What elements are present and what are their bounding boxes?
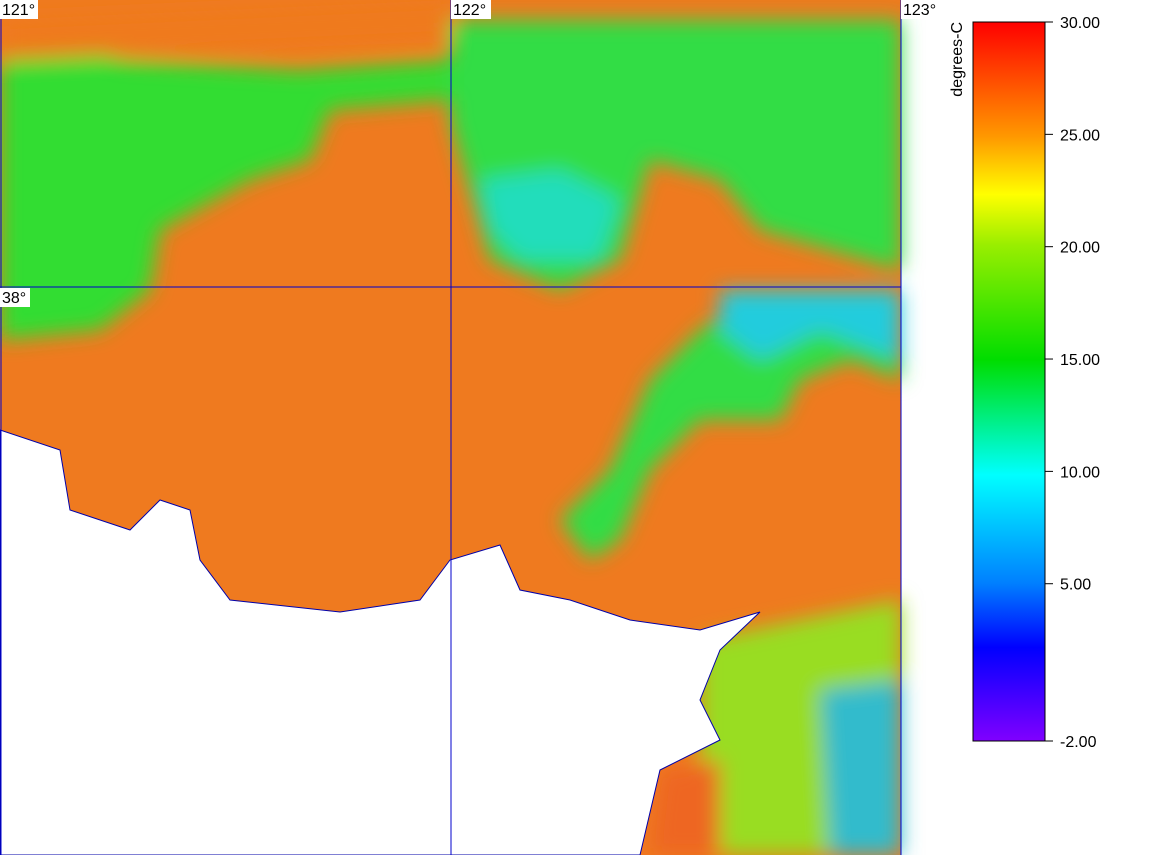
- lon-label: 123°: [903, 2, 936, 19]
- colorbar-title: degrees-C: [949, 22, 966, 97]
- colorbar-tick-label: 20.00: [1060, 240, 1100, 257]
- colorbar-tick-label: 15.00: [1060, 352, 1100, 369]
- lon-label: 122°: [453, 2, 486, 19]
- colorbar-tick-label: 5.00: [1060, 577, 1091, 594]
- sst-image: [0, 0, 902, 855]
- colorbar-tick-label: 30.00: [1060, 15, 1100, 32]
- colorbar-tick-label: 25.00: [1060, 127, 1100, 144]
- lat-label: 38°: [2, 290, 26, 307]
- colorbar: [972, 21, 1046, 742]
- lon-label: 121°: [2, 2, 35, 19]
- colorbar-tick-label: 10.00: [1060, 464, 1100, 481]
- colorbar-tick-label: -2.00: [1060, 734, 1097, 751]
